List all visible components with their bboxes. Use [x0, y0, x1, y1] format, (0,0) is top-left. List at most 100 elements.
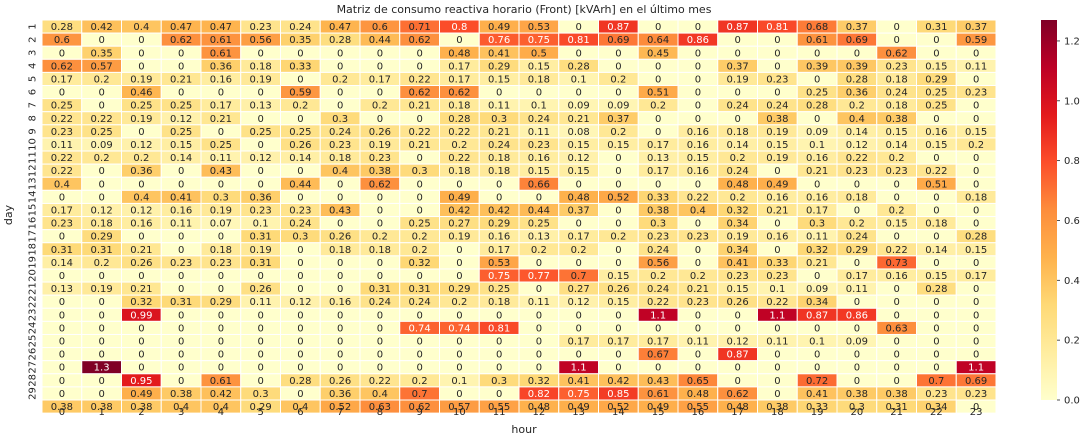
cell-value-label: 0	[178, 376, 184, 387]
cell-value-label: 0	[655, 323, 661, 334]
cell-value-label: 0.23	[647, 232, 669, 243]
cell-value-label: 0.17	[647, 140, 669, 151]
cell-value-label: 0	[257, 363, 263, 374]
cell-value-label: 0.12	[846, 140, 868, 151]
cell-value-label: 0.18	[249, 61, 271, 72]
cell-value-label: 0.37	[846, 22, 868, 33]
cell-value-label: 0.61	[210, 48, 232, 59]
cell-value-label: 0.57	[90, 61, 112, 72]
cell-value-label: 0	[257, 114, 263, 125]
cell-value-label: 0.2	[451, 140, 467, 151]
cell-value-label: 0.23	[51, 127, 73, 138]
cell-value-label: 0	[416, 206, 422, 217]
colorbar-tick-label: 0.0	[1064, 396, 1080, 407]
cell-value-label: 0.16	[766, 232, 788, 243]
cell-value-label: 0.23	[528, 140, 550, 151]
cell-value-label: 0.38	[766, 114, 788, 125]
cell-value-label: 0	[695, 219, 701, 230]
cell-value-label: 0.3	[332, 114, 348, 125]
cell-value-label: 0.17	[567, 337, 589, 348]
cell-value-label: 0	[257, 179, 263, 190]
cell-value-label: 0.99	[130, 310, 152, 321]
cell-value-label: 0	[297, 258, 303, 269]
cell-value-label: 0.23	[885, 61, 907, 72]
cell-value-label: 0	[973, 74, 979, 85]
cell-value-label: 0.37	[965, 22, 987, 33]
cell-value-label: 0.7	[571, 271, 587, 282]
cell-value-label: 0.18	[448, 101, 470, 112]
cell-value-label: 0.24	[726, 166, 748, 177]
cell-value-label: 0.38	[130, 402, 152, 413]
cell-value-label: 0.17	[965, 271, 987, 282]
cell-value-label: 0.09	[806, 284, 828, 295]
cell-value-label: 0.2	[412, 376, 428, 387]
cell-value-label: 0	[774, 323, 780, 334]
cell-value-label: 0.17	[607, 337, 629, 348]
cell-value-label: 0	[575, 258, 581, 269]
cell-value-label: 0.22	[687, 192, 709, 203]
cell-value-label: 0.22	[51, 114, 73, 125]
cell-value-label: 0.23	[965, 389, 987, 400]
cell-value-label: 0.11	[806, 232, 828, 243]
cell-value-label: 0.49	[130, 389, 152, 400]
cell-value-label: 0.11	[846, 284, 868, 295]
cell-value-label: 0	[814, 271, 820, 282]
cell-value-label: 0.47	[210, 22, 232, 33]
y-tick-label: 21	[28, 282, 39, 295]
cell-value-label: 0.42	[488, 206, 510, 217]
cell-value-label: 0.18	[488, 153, 510, 164]
cell-value-label: 0	[218, 271, 224, 282]
cell-value-label: 0	[416, 61, 422, 72]
cell-value-label: 0.24	[846, 232, 868, 243]
cell-value-label: 0	[734, 323, 740, 334]
cell-value-label: 0.15	[925, 61, 947, 72]
cell-value-label: 0.28	[567, 61, 589, 72]
y-tick-label: 22	[28, 295, 39, 308]
cell-value-label: 0.81	[488, 323, 510, 334]
cell-value-label: 0.22	[766, 297, 788, 308]
cell-value-label: 0.8	[451, 22, 467, 33]
cell-value-label: 0	[774, 363, 780, 374]
cell-value-label: 0.44	[289, 179, 311, 190]
cell-value-label: 0.12	[170, 114, 192, 125]
cell-value-label: 0.28	[806, 101, 828, 112]
cell-value-label: 0.18	[925, 219, 947, 230]
cell-value-label: 0.29	[925, 74, 947, 85]
cell-value-label: 0.24	[647, 284, 669, 295]
cell-value-label: 0	[337, 101, 343, 112]
cell-value-label: 0	[973, 153, 979, 164]
cell-value-label: 0.29	[90, 232, 112, 243]
cell-value-label: 0.15	[885, 219, 907, 230]
cell-value-label: 0.1	[451, 376, 467, 387]
cell-value-label: 0.1	[571, 74, 587, 85]
cell-value-label: 0.31	[885, 402, 907, 413]
cell-value-label: 0.25	[488, 284, 510, 295]
cell-value-label: 0	[416, 350, 422, 361]
cell-value-label: 0.26	[249, 284, 271, 295]
cell-value-label: 0.23	[289, 206, 311, 217]
cell-value-label: 0.31	[408, 284, 430, 295]
cell-value-label: 0	[655, 22, 661, 33]
cell-value-label: 1.1	[650, 310, 666, 321]
cell-value-label: 0.34	[806, 297, 828, 308]
cell-value-label: 0.09	[846, 337, 868, 348]
y-tick-label: 20	[28, 269, 39, 282]
cell-value-label: 0.34	[726, 245, 748, 256]
cell-value-label: 0.3	[491, 114, 507, 125]
cell-value-label: 0.33	[766, 258, 788, 269]
cell-value-label: 0.38	[369, 166, 391, 177]
cell-value-label: 0.61	[210, 376, 232, 387]
y-tick-label: 23	[28, 308, 39, 321]
cell-value-label: 0.17	[210, 101, 232, 112]
cell-value-label: 0.17	[448, 61, 470, 72]
cell-value-label: 0.12	[90, 206, 112, 217]
cell-value-label: 0	[774, 245, 780, 256]
cell-value-label: 0.76	[488, 35, 510, 46]
cell-value-label: 0.23	[329, 140, 351, 151]
cell-value-label: 0	[297, 114, 303, 125]
cell-value-label: 0	[615, 206, 621, 217]
cell-value-label: 0.25	[90, 127, 112, 138]
cell-value-label: 0.15	[528, 166, 550, 177]
cell-value-label: 0.19	[249, 245, 271, 256]
